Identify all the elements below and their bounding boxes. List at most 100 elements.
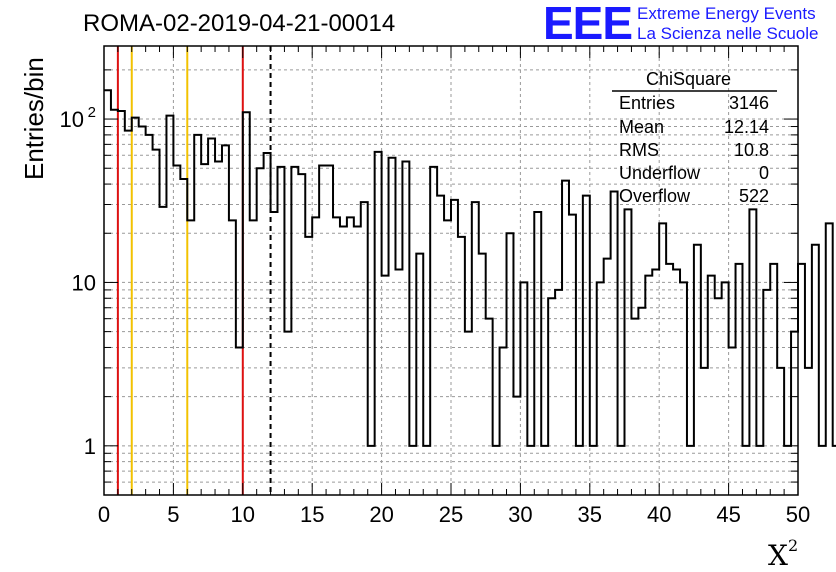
- y-tick-label: 10: [72, 270, 96, 295]
- histogram-bin: [694, 245, 701, 495]
- histogram-bin: [798, 264, 805, 495]
- stats-value-entries: 3146: [728, 93, 769, 113]
- x-tick-label: 20: [369, 502, 393, 527]
- histogram-bin: [194, 135, 201, 495]
- histogram-bin: [409, 446, 416, 495]
- histogram-bin: [625, 209, 632, 495]
- stats-box-title: ChiSquare: [646, 69, 732, 89]
- histogram-bin: [638, 308, 645, 495]
- x-tick-label: 10: [231, 502, 255, 527]
- histogram-bin: [208, 139, 215, 495]
- histogram-bin: [402, 161, 409, 495]
- histogram-bin: [361, 202, 368, 495]
- x-tick-label: 5: [167, 502, 179, 527]
- histogram-bin: [555, 290, 562, 495]
- x-tick-label: 50: [786, 502, 810, 527]
- x-axis-label: X2: [768, 536, 798, 572]
- x-tick-label: 35: [578, 502, 602, 527]
- histogram-bin: [597, 282, 604, 495]
- x-tick-label: 45: [716, 502, 740, 527]
- histogram-bin: [500, 347, 507, 495]
- histogram-bin: [513, 397, 520, 495]
- histogram-bin: [250, 220, 257, 495]
- histogram-bin: [826, 223, 833, 495]
- histogram-bin: [180, 179, 187, 495]
- histogram-bin: [742, 446, 749, 495]
- histogram-bin: [680, 282, 687, 495]
- histogram-bin: [430, 167, 437, 495]
- y-tick-label: 1: [84, 434, 96, 459]
- histogram-bin: [507, 233, 514, 495]
- histogram-bin: [479, 254, 486, 495]
- histogram-bin: [784, 446, 791, 495]
- histogram-bin: [736, 264, 743, 495]
- x-tick-label: 0: [98, 502, 110, 527]
- histogram-bin: [368, 446, 375, 495]
- histogram-bin: [382, 276, 389, 495]
- histogram-bin: [291, 167, 298, 495]
- histogram-bin: [576, 446, 583, 495]
- histogram-bin: [590, 446, 597, 495]
- histogram-bin: [472, 202, 479, 495]
- histogram-bin: [271, 212, 278, 495]
- histogram-bin: [715, 298, 722, 495]
- histogram-bin: [611, 192, 618, 495]
- histogram-bin: [687, 446, 694, 495]
- histogram-bin: [652, 270, 659, 495]
- histogram-bin: [257, 168, 264, 495]
- histogram-bin: [264, 153, 271, 495]
- histogram-bin: [701, 368, 708, 495]
- x-tick-label: 40: [647, 502, 671, 527]
- histogram-bin: [319, 165, 326, 495]
- stats-label-entries: Entries: [619, 93, 676, 113]
- histogram-bin: [444, 220, 451, 495]
- histogram-bin: [805, 368, 812, 495]
- stats-value-overflow: 522: [738, 186, 769, 206]
- histogram-bin: [791, 332, 798, 495]
- histogram-bin: [569, 215, 576, 495]
- x-tick-label: 30: [508, 502, 532, 527]
- y-axis-label: Entries/bin: [19, 57, 49, 180]
- histogram-bin: [187, 220, 194, 495]
- histogram-bin: [416, 254, 423, 495]
- histogram-bin: [493, 446, 500, 495]
- histogram-bin: [465, 332, 472, 495]
- histogram-bin: [125, 131, 132, 495]
- y-tick-label: 10: [60, 107, 84, 132]
- histogram-bin: [437, 196, 444, 495]
- histogram-bin: [305, 237, 312, 495]
- stats-value-mean: 12.14: [723, 117, 769, 137]
- x-axis-label-base: X: [768, 539, 788, 572]
- histogram-bin: [819, 446, 826, 495]
- histogram-bin: [534, 212, 541, 495]
- histogram-bin: [541, 446, 548, 495]
- histogram-bin: [618, 446, 625, 495]
- logo-subtitle-line2: La Scienza nelle Scuole: [637, 24, 819, 43]
- histogram-bin: [604, 259, 611, 495]
- histogram-bin: [354, 226, 361, 495]
- histogram-bin: [423, 446, 430, 495]
- histogram-bin: [298, 174, 305, 495]
- x-axis-label-sup: 2: [787, 536, 799, 555]
- histogram-bin: [111, 110, 118, 495]
- histogram-bin: [160, 207, 167, 495]
- histogram-bin: [583, 196, 590, 495]
- histogram-bin: [562, 181, 569, 495]
- stats-label-mean: Mean: [619, 117, 665, 137]
- histogram-bin: [166, 116, 173, 495]
- histogram-bin: [389, 158, 396, 495]
- histogram-bin: [333, 217, 340, 495]
- histogram-bin: [326, 165, 333, 495]
- histogram-bin: [458, 237, 465, 495]
- histogram-bin: [666, 264, 673, 495]
- histogram-bin: [763, 290, 770, 495]
- histogram-bin: [146, 135, 153, 495]
- stats-label-rms: RMS: [619, 140, 659, 160]
- histogram-bin: [770, 264, 777, 495]
- histogram-bin: [645, 276, 652, 495]
- histogram-bin: [284, 332, 291, 495]
- histogram-bin: [451, 200, 458, 495]
- histogram-bin: [215, 161, 222, 495]
- histogram-bin: [749, 209, 756, 495]
- histogram-bin: [222, 145, 229, 495]
